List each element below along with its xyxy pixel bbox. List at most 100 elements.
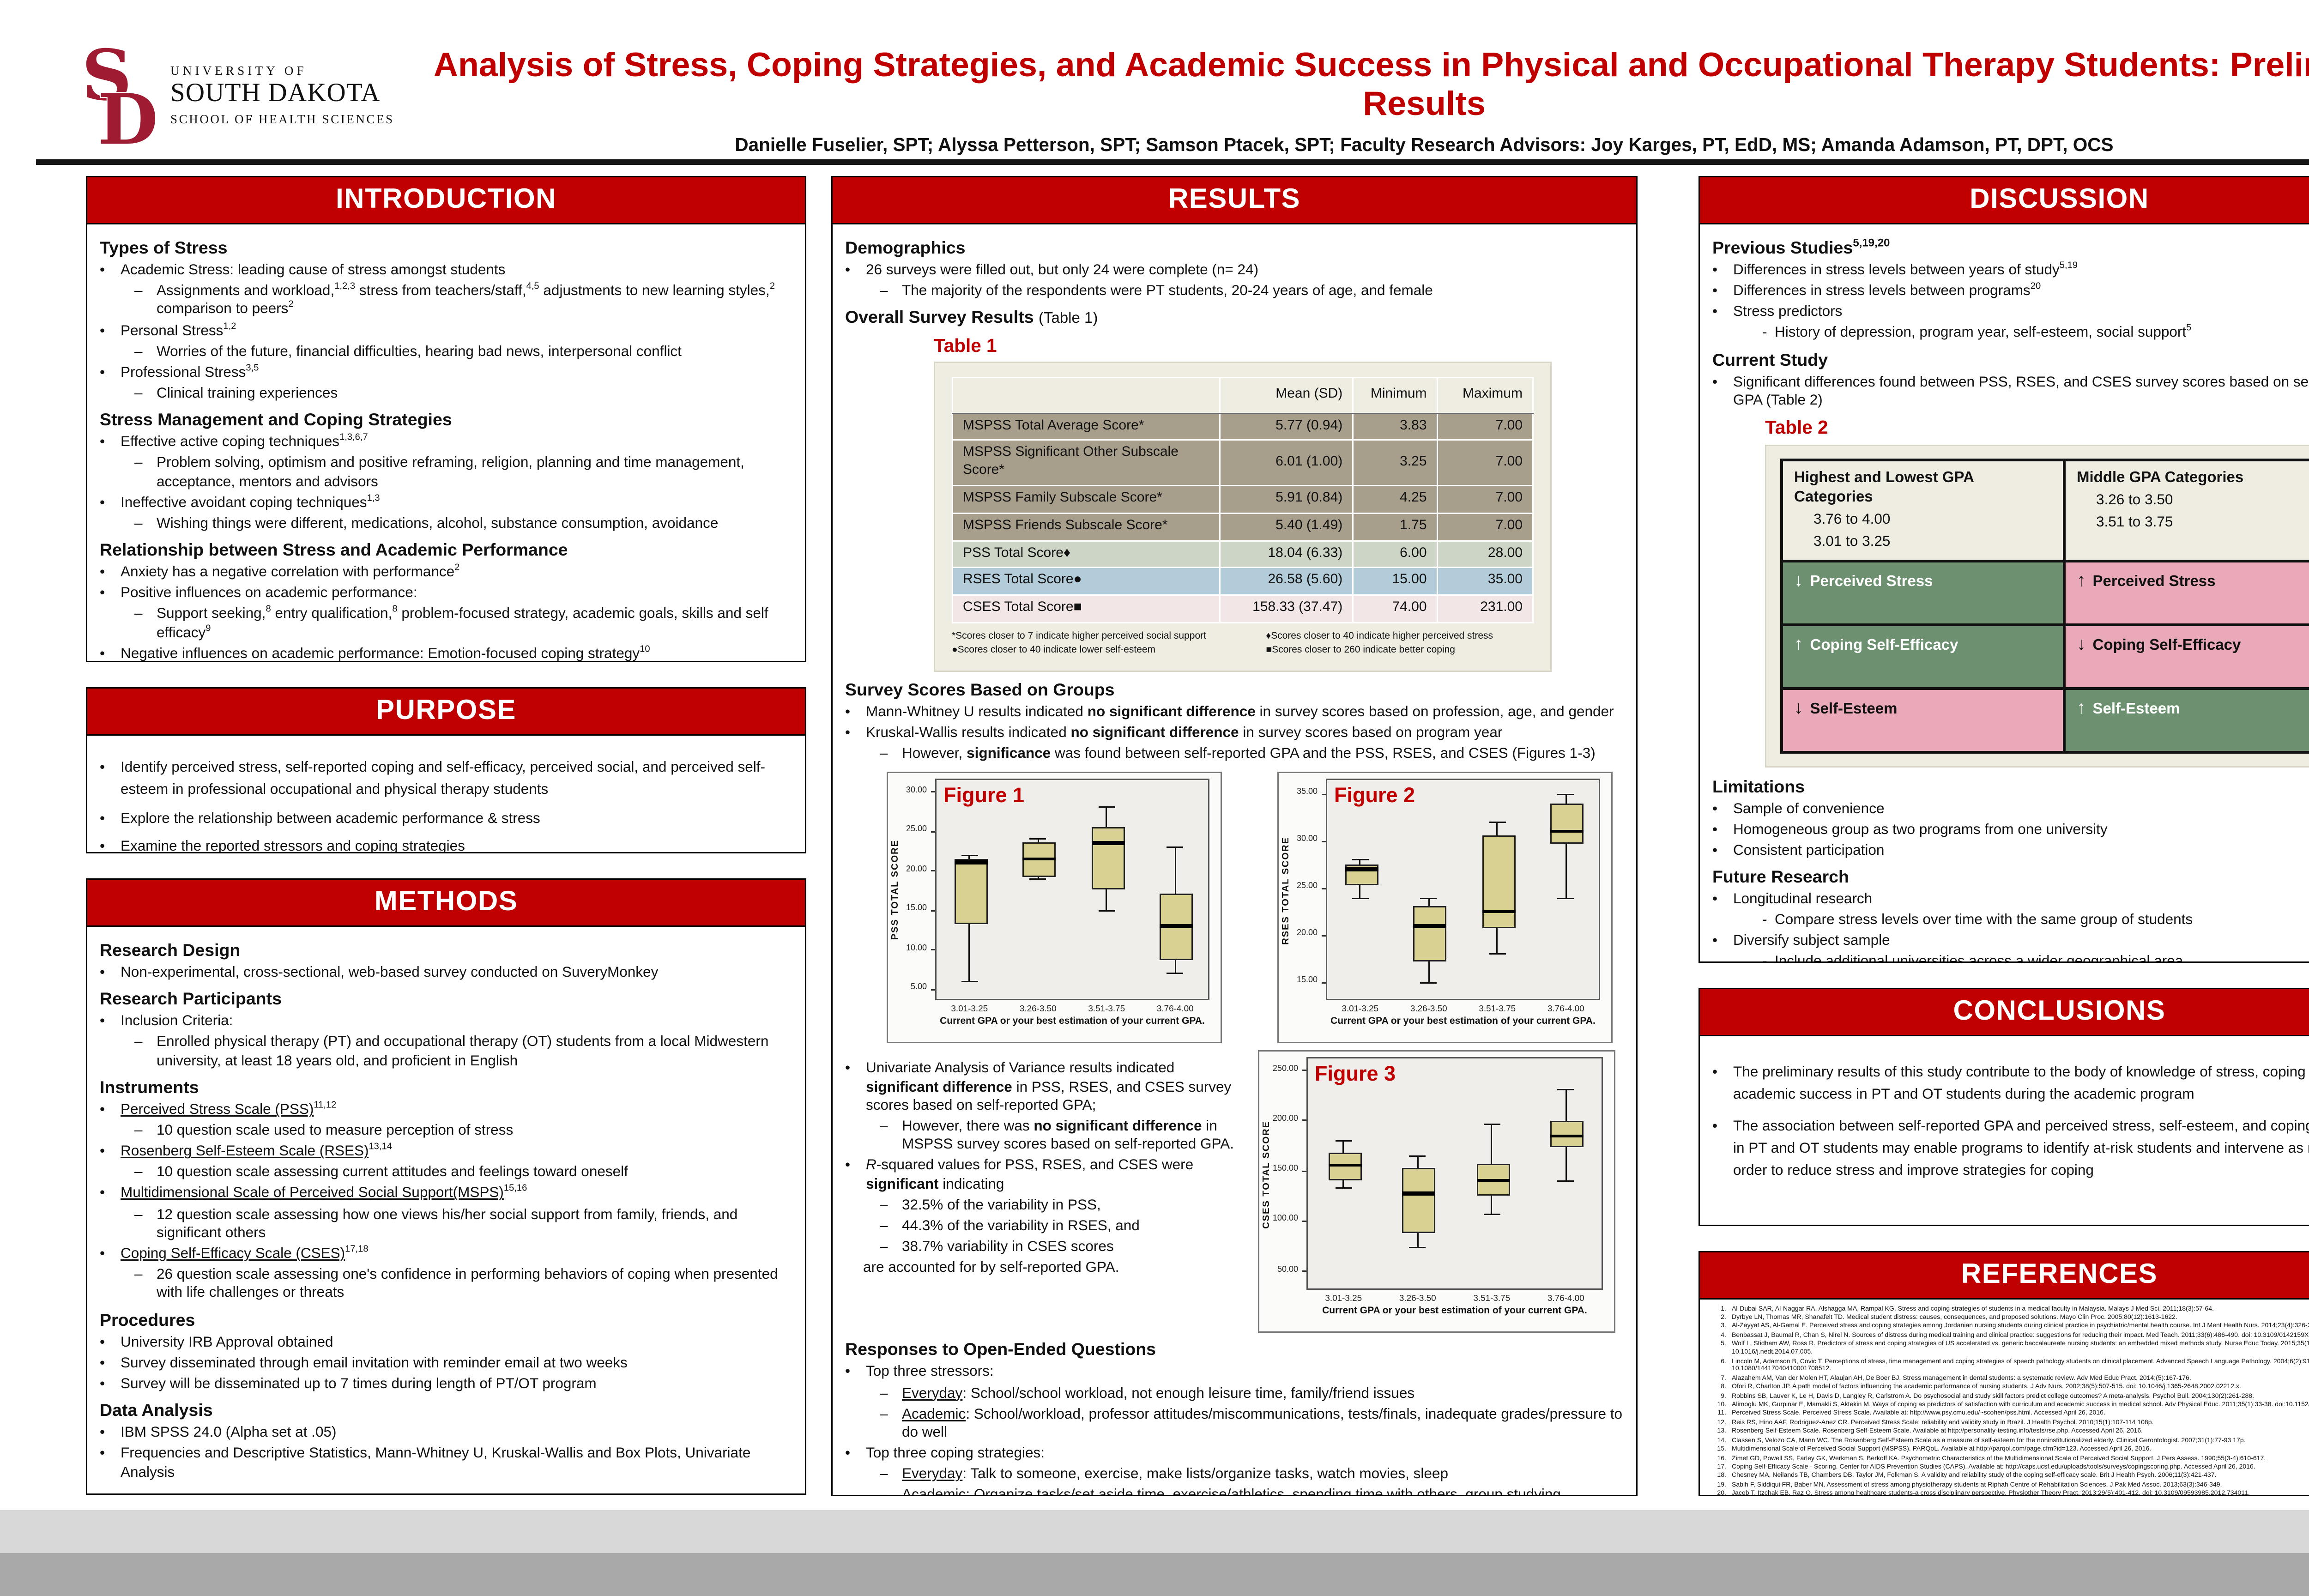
table-cell: MSPSS Significant Other Subscale Score* (952, 440, 1221, 486)
x-tick-label: 3.26-3.50 (1399, 1294, 1436, 1305)
list-item: – Everyday: Talk to someone, exercise, ma… (880, 1466, 1624, 1484)
figure-label: Figure 1 (943, 785, 1025, 809)
x-axis-title: Current GPA or your best estimation of y… (940, 1017, 1205, 1028)
y-tick-label: 35.00 (1296, 788, 1318, 797)
list-item: – However, there was no significant diffe… (880, 1118, 1250, 1155)
reference-number: 9. (1721, 1391, 1726, 1399)
text-content: Non-experimental, cross-sectional, web-b… (121, 964, 659, 981)
bullet-marker: • (845, 262, 851, 278)
subheading: Overall Survey Results (Table 1) (845, 307, 1624, 329)
footnotes-right: ♦Scores closer to 40 indicate higher per… (1266, 630, 1534, 659)
table-row: RSES Total Score● 26.58 (5.60) 15.00 35.00 (952, 567, 1534, 596)
x-tick-label: 3.01-3.25 (1325, 1294, 1362, 1305)
text-content: Perceived Stress Scale (PSS)11,12 (121, 1101, 337, 1119)
whisker-cap (1098, 910, 1115, 912)
bullet-marker: – (134, 343, 143, 360)
list-item: – Problem solving, optimism and positive … (134, 454, 792, 492)
section-title-conclusions: CONCLUSIONS (1700, 989, 2309, 1036)
table-cell: ↓ Perceived Stress (1780, 559, 2066, 626)
subheading: Current Study (1712, 349, 2309, 371)
x-tick-label: 3.51-3.75 (1473, 1294, 1511, 1305)
text-content: Longitudinal research (1733, 891, 1873, 908)
text-content: 32.5% of the variability in PSS, (902, 1197, 1101, 1214)
list-item: • Sample of convenience (1712, 800, 2309, 819)
bullet-marker: • (100, 434, 105, 451)
reference-text: Lincoln M, Adamson B, Covic T. Perceptio… (1732, 1357, 2309, 1372)
whisker-cap (1420, 982, 1437, 984)
table-row: MSPSS Total Average Score* 5.77 (0.94) 3.8… (952, 412, 1534, 441)
text-content: Clinical training experiences (157, 384, 338, 401)
list-item: - Compare stress levels over time with th… (1762, 912, 2309, 931)
reference-number: 19. (1717, 1481, 1726, 1488)
bullet-marker: – (134, 454, 143, 472)
section-title-results: RESULTS (833, 177, 1636, 224)
box-iqr (954, 858, 988, 925)
footnote: ■Scores closer to 260 indicate better co… (1266, 646, 1455, 656)
list-item: • Inclusion Criteria: (100, 1013, 792, 1032)
text-content: Frequencies and Descriptive Statistics, … (121, 1445, 751, 1481)
subheading: Survey Scores Based on Groups (845, 679, 1624, 701)
logo-south-dakota: SOUTH DAKOTA (170, 78, 381, 108)
bullet-marker: • (1712, 1117, 1718, 1134)
bullet-marker: – (880, 283, 888, 300)
y-axis-title: CSES TOTAL SCORE (1261, 1120, 1271, 1228)
reference-number: 7. (1721, 1374, 1726, 1381)
y-tick-mark (1302, 1070, 1306, 1071)
reference-text: Al-Dubai SAR, Al-Naggar RA, Alshagga MA,… (1732, 1304, 2214, 1312)
text-content: However, significance was found between … (902, 745, 1596, 762)
discussion-bottom: Limitations • Sample of convenience • Homoge… (1712, 775, 2309, 961)
table-cell: 26.58 (5.60) (1219, 567, 1354, 596)
table-cell: 7.00 (1436, 412, 1534, 441)
bullet-marker: • (100, 564, 105, 580)
list-item: • Perceived Stress Scale (PSS)11,12 (100, 1101, 792, 1120)
y-tick-label: 250.00 (1272, 1065, 1298, 1074)
list-item: • Survey disseminated through email invit… (100, 1355, 792, 1373)
y-axis-title: RSES TOTAL SCORE (1281, 836, 1291, 944)
list-item: – Academic: School/workload, professor at… (880, 1406, 1624, 1443)
reference-item: 14. Classen S, Velozo CA, Mann WC. The Ro… (1708, 1436, 2309, 1444)
reference-text: Jacob T, Itzchak EB, Raz O. Stress among… (1732, 1489, 2250, 1495)
reference-number: 12. (1717, 1418, 1726, 1426)
text-content: Future Research (1712, 867, 1849, 887)
gpa-range: 3.01 to 3.25 (1813, 533, 1891, 550)
subheading: Limitations (1712, 775, 2309, 798)
table-2-box: Highest and Lowest GPA Categories 3.76 to… (1765, 444, 2309, 768)
bullet-marker: – (880, 1197, 888, 1214)
gpa-comparison-table: Highest and Lowest GPA Categories 3.76 to… (1780, 458, 2309, 754)
list-item: • Mann-Whitney U results indicated no sig… (845, 704, 1624, 722)
bullet-marker: • (100, 645, 105, 661)
table-row: MSPSS Friends Subscale Score* 5.40 (1.49)… (952, 512, 1534, 541)
reference-text: Alazahem AM, Van der Molen HT, Alaujan A… (1732, 1374, 2191, 1381)
whisker-cap (1557, 793, 1574, 795)
x-axis-title: Current GPA or your best estimation of y… (1322, 1307, 1587, 1317)
bullet-marker: – (134, 514, 143, 532)
discussion-content: Previous Studies5,19,20 • Differences in s… (1700, 224, 2309, 961)
bullet-marker: • (845, 1157, 851, 1174)
y-axis-title: PSS TOTAL SCORE (890, 840, 900, 941)
reference-text: Chesney MA, Neilands TB, Chambers DB, Ta… (1732, 1472, 2217, 1479)
text-content: Relationship between Stress and Academic… (100, 540, 568, 560)
whisker-cap (1029, 878, 1046, 880)
table-header-cell (952, 376, 1221, 414)
figure-2: 15.00 20.00 25.00 30.00 35.00 3.01-3.25 3.26-3… (1277, 772, 1613, 1044)
bullet-marker: • (1712, 842, 1718, 859)
y-tick-mark (1302, 1220, 1306, 1222)
whisker-cap (1167, 846, 1184, 848)
x-tick-label: 3.76-4.00 (1547, 1294, 1584, 1305)
whisker-cap (1352, 859, 1369, 861)
text-content: Multidimensional Scale of Perceived Soci… (121, 1184, 527, 1202)
table-cell: 18.04 (6.33) (1219, 539, 1354, 569)
bullet-marker: – (134, 605, 143, 623)
x-tick-label: 3.76-4.00 (1547, 1005, 1584, 1015)
cell-label: Perceived Stress (2092, 573, 2216, 590)
table-cell: MSPSS Family Subscale Score* (952, 485, 1221, 514)
text-content: Examine the reported stressors and copin… (121, 838, 465, 852)
table-cell: 7.00 (1436, 512, 1534, 541)
whisker-cap (1557, 897, 1574, 899)
whisker-cap (1098, 807, 1115, 809)
text-content: The association between self-reported GP… (1733, 1117, 2309, 1179)
section-references: REFERENCES 1. Al-Dubai SAR, Al-Naggar RA,… (1699, 1251, 2309, 1496)
reference-text: Zimet GD, Powell SS, Farley GK, Werkman … (1732, 1454, 2266, 1461)
gpa-range: 3.26 to 3.50 (2096, 491, 2173, 508)
list-item: • Identify perceived stress, self-reporte… (100, 758, 792, 802)
